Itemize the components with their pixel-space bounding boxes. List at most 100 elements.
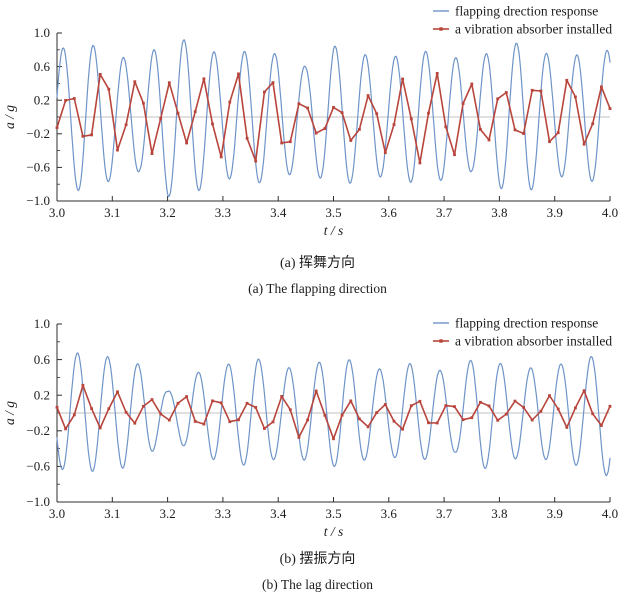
series-marker [444,125,448,129]
series-marker [211,122,214,126]
series-marker [332,437,335,441]
series-marker [306,418,309,422]
y-tick-label: 1.0 [34,316,50,331]
series-marker [496,97,500,101]
series-marker [107,407,111,411]
x-tick-label: 3.7 [436,205,453,220]
series-marker [107,87,111,91]
series-marker [470,416,474,420]
series-marker [245,136,249,140]
x-tick-label: 3.2 [159,506,175,521]
series-marker [98,426,102,430]
x-tick-label: 3.6 [381,205,398,220]
x-tick-label: 3.1 [104,205,120,220]
series-marker [176,401,180,405]
series-marker [237,72,240,76]
x-tick-label: 3.3 [215,205,231,220]
series-marker [150,152,154,155]
x-tick-label: 3.4 [270,205,287,220]
x-tick-label: 3.9 [547,205,563,220]
series-marker [193,110,197,113]
series-marker [340,413,344,417]
series-marker [159,412,163,416]
series-marker [392,123,396,126]
series-marker [565,426,569,429]
series-marker [582,142,586,146]
x-axis-label: t / s [324,524,344,539]
series-marker [323,413,327,417]
series-marker [427,111,430,115]
series-marker [375,411,379,414]
series-marker [358,128,361,131]
legend-entry-label: a vibration absorber installed [455,22,612,37]
chart-lag-direction: 1.0 0.6 0.2 −0.2 −0.6 −1.03.0 3.1 3.2 3.3 3.4 3.5 3… [2,316,618,540]
series-marker [340,111,344,115]
legend-entry-label: flapping drection response [455,316,598,331]
legend-marker-sample [439,27,443,31]
series-marker [263,427,266,430]
series-marker [124,123,128,127]
series-marker [297,436,301,439]
series-marker [444,404,448,407]
series-marker [358,417,361,421]
series-marker [228,420,232,424]
series-marker [418,161,422,165]
x-tick-label: 3.5 [325,506,341,521]
series-marker [366,425,370,429]
series-marker [98,73,102,76]
series-marker [582,389,586,393]
series-marker [159,117,163,120]
series-marker [288,408,292,412]
series-marker [591,122,595,126]
series-marker [55,405,59,409]
series-marker [142,101,145,105]
series-marker [513,399,517,403]
x-tick-label: 3.6 [381,506,398,521]
series-marker [574,95,577,99]
series-marker [288,140,292,144]
caption-b-en: (b) The lag direction [261,577,374,592]
series-marker [185,395,188,398]
x-axis-label: t / s [324,223,344,238]
x-tick-label: 3.1 [104,506,120,521]
series-marker [193,420,197,423]
series-marker [470,82,474,86]
series-marker [522,132,525,135]
x-tick-label: 3.0 [49,205,65,220]
y-tick-label: −0.2 [26,126,50,141]
series-marker [55,126,59,129]
series-marker [124,410,128,414]
series-marker [116,148,119,152]
series-marker [383,151,387,155]
series-marker [548,394,551,397]
series-marker [245,401,249,405]
series-marker [461,102,465,105]
series-marker [219,155,223,159]
series-marker [574,406,577,410]
series-marker [401,77,404,81]
series-marker [202,422,206,426]
y-tick-label: 1.0 [34,25,50,40]
series-marker [211,399,214,403]
y-tick-label: 0.6 [34,352,51,367]
series-marker [349,399,353,403]
series-marker [90,407,93,410]
caption-b: (b) 摆振方向 (b) The lag direction [0,552,635,593]
series-marker [461,418,465,422]
x-tick-label: 3.8 [491,205,507,220]
series-marker [435,421,439,425]
series-marker [556,407,560,411]
series-marker [401,427,404,431]
series-line-absorber [56,72,611,164]
y-tick-label: −1.0 [26,193,50,208]
series-marker [228,100,232,104]
series-marker [271,420,275,424]
x-tick-label: 4.0 [602,205,618,220]
series-marker [548,140,551,144]
series-marker [323,127,327,130]
series-marker [409,117,413,121]
x-tick-label: 3.8 [491,506,507,521]
series-marker [167,418,171,422]
y-tick-label: 0.2 [34,387,50,402]
series-marker [133,80,137,84]
